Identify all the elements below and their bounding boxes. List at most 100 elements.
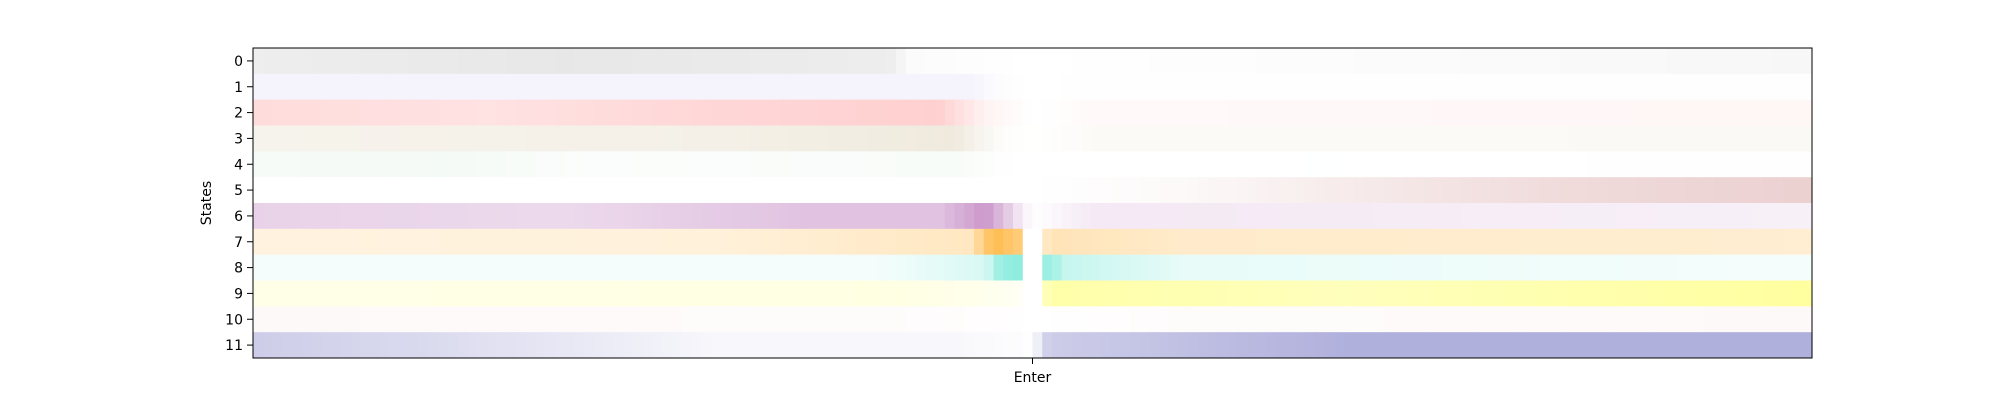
heatmap-cell	[662, 151, 673, 178]
heatmap-cell	[1480, 228, 1492, 256]
heatmap-cell	[535, 73, 546, 101]
heatmap-cell	[1743, 306, 1755, 333]
heatmap-cell	[1636, 48, 1647, 75]
heatmap-cell	[925, 73, 936, 101]
heatmap-cell	[1773, 332, 1784, 359]
heatmap-cell	[1334, 280, 1345, 307]
heatmap-cell	[428, 48, 439, 75]
heatmap-cell	[759, 99, 771, 126]
heatmap-cell	[408, 125, 420, 152]
heatmap-cell	[516, 203, 527, 230]
heatmap-cell	[457, 99, 468, 126]
heatmap-cell	[915, 306, 926, 333]
heatmap-cell	[457, 73, 468, 101]
heatmap-cell	[681, 177, 693, 204]
heatmap-cell	[379, 99, 391, 126]
heatmap-cell	[1441, 228, 1453, 256]
heatmap-cell	[496, 73, 507, 101]
heatmap-cell	[1695, 332, 1706, 359]
heatmap-cell	[1782, 203, 1794, 230]
heatmap-cell	[408, 203, 420, 230]
heatmap-cell	[613, 254, 624, 281]
heatmap-cell	[1393, 254, 1404, 281]
heatmap-cell	[467, 125, 478, 152]
heatmap-cell	[710, 177, 722, 204]
heatmap-cell	[291, 73, 303, 101]
heatmap-cell	[1061, 151, 1073, 178]
heatmap-cell	[564, 228, 576, 256]
heatmap-cell	[788, 99, 800, 126]
heatmap-cell	[545, 254, 556, 281]
heatmap-cell	[1529, 203, 1540, 230]
heatmap-cell	[428, 73, 439, 101]
heatmap-cell	[818, 228, 829, 256]
heatmap-cell	[340, 48, 352, 75]
heatmap-cell	[516, 177, 527, 204]
y-tick-label: 2	[234, 106, 243, 122]
heatmap-cell	[633, 254, 644, 281]
heatmap-cell	[1695, 306, 1706, 333]
heatmap-cell	[1607, 73, 1618, 101]
heatmap-cell	[447, 306, 459, 333]
heatmap-cell	[1480, 73, 1492, 101]
heatmap-cell	[1003, 73, 1014, 101]
heatmap-cell	[1480, 203, 1492, 230]
heatmap-cell	[1500, 99, 1511, 126]
heatmap-cell	[701, 203, 712, 230]
heatmap-cell	[574, 99, 585, 126]
heatmap-cell	[1470, 254, 1482, 281]
heatmap-cell	[993, 280, 1004, 307]
heatmap-cell	[272, 99, 283, 126]
heatmap-cell	[477, 177, 488, 204]
heatmap-cell	[418, 254, 429, 281]
heatmap-cell	[350, 306, 361, 333]
heatmap-cell	[1227, 125, 1238, 152]
heatmap-cell	[1656, 125, 1667, 152]
heatmap-cell	[1451, 48, 1462, 75]
heatmap-cell	[1548, 151, 1560, 178]
heatmap-cell	[847, 151, 858, 178]
heatmap-cell	[1110, 228, 1121, 256]
heatmap-cell	[1100, 48, 1112, 75]
heatmap-cell	[779, 151, 790, 178]
heatmap-cell	[360, 73, 371, 101]
heatmap-cell	[740, 99, 751, 126]
heatmap-cell	[691, 151, 702, 178]
heatmap-cell	[486, 48, 498, 75]
heatmap-cell	[1802, 48, 1813, 75]
heatmap-cell	[993, 125, 1004, 152]
heatmap-cell	[1587, 48, 1599, 75]
heatmap-cell	[1675, 48, 1686, 75]
heatmap-cell	[1315, 99, 1326, 126]
heatmap-cell	[1539, 48, 1550, 75]
heatmap-cell	[1071, 151, 1082, 178]
heatmap-cell	[905, 280, 917, 307]
heatmap-cell	[1431, 125, 1443, 152]
heatmap-cell	[506, 306, 517, 333]
heatmap-cell	[1363, 332, 1375, 359]
heatmap-cell	[1724, 254, 1735, 281]
heatmap-cell	[915, 228, 926, 256]
heatmap-cell	[1207, 228, 1219, 256]
heatmap-cell	[340, 99, 352, 126]
x-axis: Enter	[1014, 358, 1052, 386]
heatmap-cell	[1402, 151, 1414, 178]
heatmap-cell	[1802, 254, 1813, 281]
heatmap-cell	[516, 99, 527, 126]
heatmap-cell	[1665, 228, 1677, 256]
heatmap-cell	[1753, 332, 1764, 359]
heatmap-cell	[1051, 332, 1063, 359]
heatmap-cell	[1441, 306, 1453, 333]
heatmap-cell	[1295, 332, 1306, 359]
heatmap-cell	[428, 228, 439, 256]
heatmap-cell	[1500, 203, 1511, 230]
heatmap-cell	[1305, 99, 1316, 126]
heatmap-cell	[467, 254, 478, 281]
heatmap-cell	[701, 48, 712, 75]
heatmap-cell	[1276, 332, 1287, 359]
heatmap-cell	[1792, 254, 1803, 281]
heatmap-cell	[983, 177, 995, 204]
heatmap-cell	[652, 73, 663, 101]
heatmap-cell	[740, 151, 751, 178]
heatmap-cell	[360, 306, 371, 333]
